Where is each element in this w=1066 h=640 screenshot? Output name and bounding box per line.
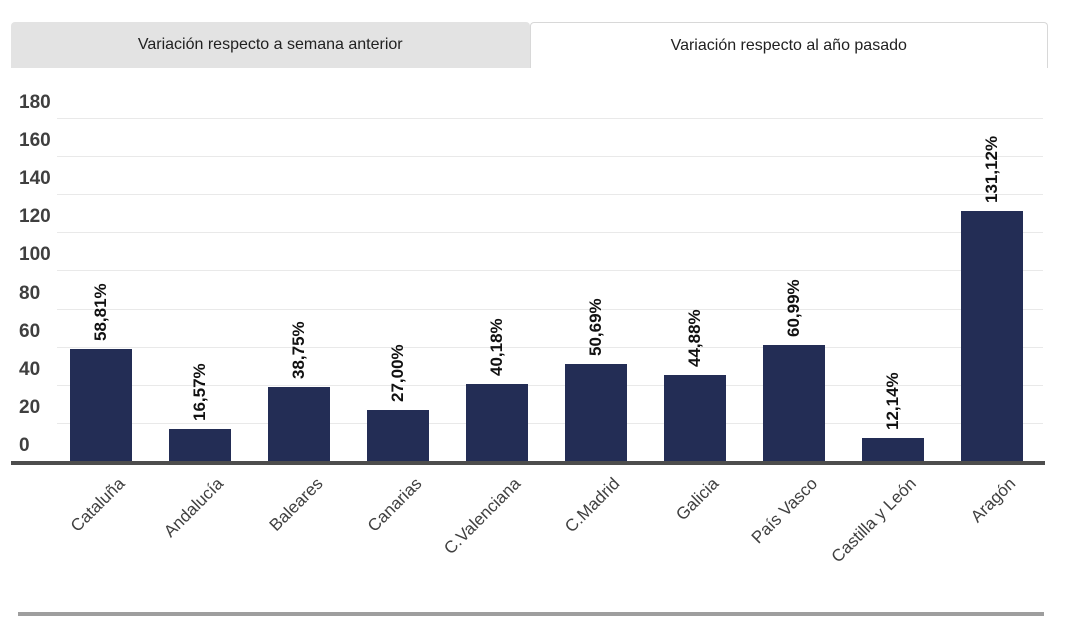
data-label-aragon: 131,12% xyxy=(982,135,1001,203)
x-axis-label-canarias: Canarias xyxy=(363,474,426,536)
x-axis-label-c-valenciana: C.Valenciana xyxy=(440,474,525,559)
data-label-c-madrid: 50,69% xyxy=(586,298,605,356)
tab-variacion-ano-pasado[interactable]: Variación respecto al año pasado xyxy=(529,22,1048,68)
y-axis-tick-label: 100 xyxy=(19,244,51,265)
y-axis-tick-label: 160 xyxy=(19,130,51,151)
bar-baleares[interactable] xyxy=(268,387,330,461)
x-axis-label-c-madrid: C.Madrid xyxy=(561,474,624,537)
y-axis-tick-label: 40 xyxy=(19,359,41,380)
x-axis-line xyxy=(11,461,1045,465)
data-label-c-valenciana: 40,18% xyxy=(487,318,506,376)
y-axis-tick-label: 180 xyxy=(19,92,51,113)
bar-cataluna[interactable] xyxy=(70,349,132,461)
tab-bar: Variación respecto a semana anterior Var… xyxy=(11,22,1048,68)
bar-c-valenciana[interactable] xyxy=(466,384,528,461)
tab-variacion-semana-anterior[interactable]: Variación respecto a semana anterior xyxy=(11,22,530,68)
data-label-baleares: 38,75% xyxy=(289,321,308,379)
data-label-pais-vasco: 60,99% xyxy=(784,279,803,337)
y-axis-tick-label: 60 xyxy=(19,321,41,342)
data-label-andalucia: 16,57% xyxy=(190,363,209,421)
bar-pais-vasco[interactable] xyxy=(763,345,825,461)
data-label-cataluna: 58,81% xyxy=(91,283,110,341)
data-label-canarias: 27,00% xyxy=(388,344,407,402)
x-axis-label-castilla-y-leon: Castilla y León xyxy=(828,474,921,567)
gridline-120 xyxy=(57,232,1043,233)
x-axis-label-galicia: Galicia xyxy=(672,474,723,525)
y-axis-tick-label: 0 xyxy=(19,435,30,456)
gridline-100 xyxy=(57,270,1043,271)
gridline-140 xyxy=(57,194,1043,195)
x-axis-label-cataluna: Cataluña xyxy=(66,474,129,536)
y-axis-tick-label: 80 xyxy=(19,283,41,304)
x-axis-label-aragon: Aragón xyxy=(967,474,1020,527)
gridline-60 xyxy=(57,347,1043,348)
gridline-180 xyxy=(57,118,1043,119)
x-axis-label-andalucia: Andalucía xyxy=(160,474,228,541)
y-axis-tick-label: 120 xyxy=(19,206,51,227)
x-axis-label-pais-vasco: País Vasco xyxy=(748,474,822,548)
data-label-galicia: 44,88% xyxy=(685,309,704,367)
bar-castilla-y-leon[interactable] xyxy=(862,438,924,461)
gridline-80 xyxy=(57,309,1043,310)
y-axis-tick-label: 20 xyxy=(19,397,41,418)
bar-aragon[interactable] xyxy=(961,211,1023,461)
bar-c-madrid[interactable] xyxy=(565,364,627,461)
bar-canarias[interactable] xyxy=(367,410,429,461)
gridline-40 xyxy=(57,385,1043,386)
gridline-20 xyxy=(57,423,1043,424)
x-axis-label-baleares: Baleares xyxy=(265,474,327,535)
gridline-160 xyxy=(57,156,1043,157)
y-axis-tick-label: 140 xyxy=(19,168,51,189)
bottom-divider xyxy=(18,612,1044,616)
data-label-castilla-y-leon: 12,14% xyxy=(883,372,902,430)
bar-andalucia[interactable] xyxy=(169,429,231,461)
bar-galicia[interactable] xyxy=(664,375,726,461)
